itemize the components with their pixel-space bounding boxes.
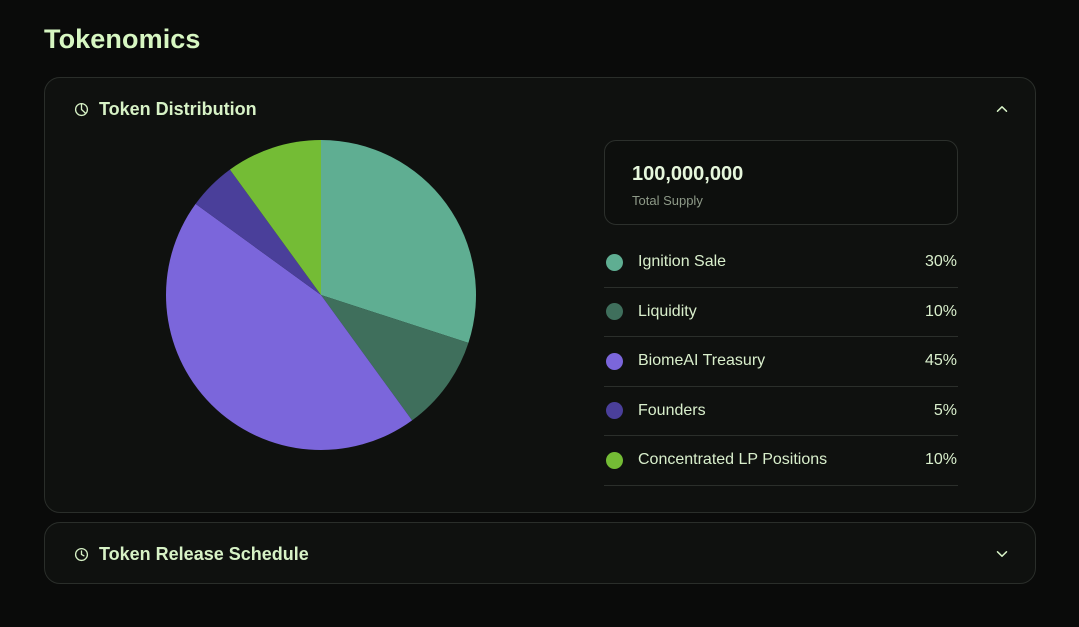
pie-chart-icon [73, 101, 89, 117]
pie-slice-ignition-sale[interactable] [321, 140, 476, 343]
legend-color-dot [606, 402, 623, 420]
legend-item: Founders 5% [604, 387, 958, 436]
legend-percent: 10% [924, 451, 957, 469]
legend-percent: 30% [924, 253, 957, 271]
token-distribution-title: Token Distribution [99, 98, 257, 119]
legend-item: BiomeAI Treasury 45% [604, 337, 958, 387]
page-title: Tokenomics [44, 24, 201, 54]
legend-item: Liquidity 10% [604, 288, 958, 337]
token-distribution-panel: Token Distribution 100,000,000 Total Sup… [44, 77, 1036, 513]
token-release-schedule-header[interactable]: Token Release Schedule [73, 541, 1009, 567]
legend-label: Founders [638, 401, 706, 419]
token-release-schedule-title: Token Release Schedule [99, 543, 309, 564]
legend-color-dot [606, 451, 623, 469]
pie-slice-biomeai-treasury[interactable] [166, 203, 413, 450]
pie-slice-liquidity[interactable] [321, 295, 469, 421]
legend-item: Concentrated LP Positions 10% [604, 436, 958, 486]
chevron-up-icon[interactable] [995, 102, 1009, 116]
distribution-pie-chart [165, 139, 477, 451]
pie-slice-concentrated-lp-positions[interactable] [229, 140, 321, 295]
distribution-legend: Ignition Sale 30% Liquidity 10% BiomeAI … [604, 238, 958, 486]
pie-slice-founders[interactable] [195, 169, 321, 295]
token-distribution-header[interactable]: Token Distribution [73, 96, 1009, 122]
legend-percent: 5% [933, 401, 957, 419]
legend-color-dot [606, 253, 623, 271]
legend-percent: 45% [924, 352, 957, 370]
total-supply-label: Total Supply [632, 193, 703, 208]
legend-label: Liquidity [638, 302, 697, 320]
legend-percent: 10% [924, 302, 957, 320]
legend-color-dot [606, 303, 623, 321]
legend-label: Concentrated LP Positions [638, 451, 828, 469]
total-supply-value: 100,000,000 [632, 163, 744, 185]
total-supply-card: 100,000,000 Total Supply [604, 140, 958, 225]
chevron-down-icon[interactable] [995, 547, 1009, 561]
legend-label: BiomeAI Treasury [638, 352, 766, 370]
legend-color-dot [606, 352, 623, 370]
legend-item: Ignition Sale 30% [604, 238, 958, 288]
token-release-schedule-panel: Token Release Schedule [44, 522, 1036, 584]
clock-icon [73, 546, 89, 562]
legend-label: Ignition Sale [638, 253, 727, 271]
